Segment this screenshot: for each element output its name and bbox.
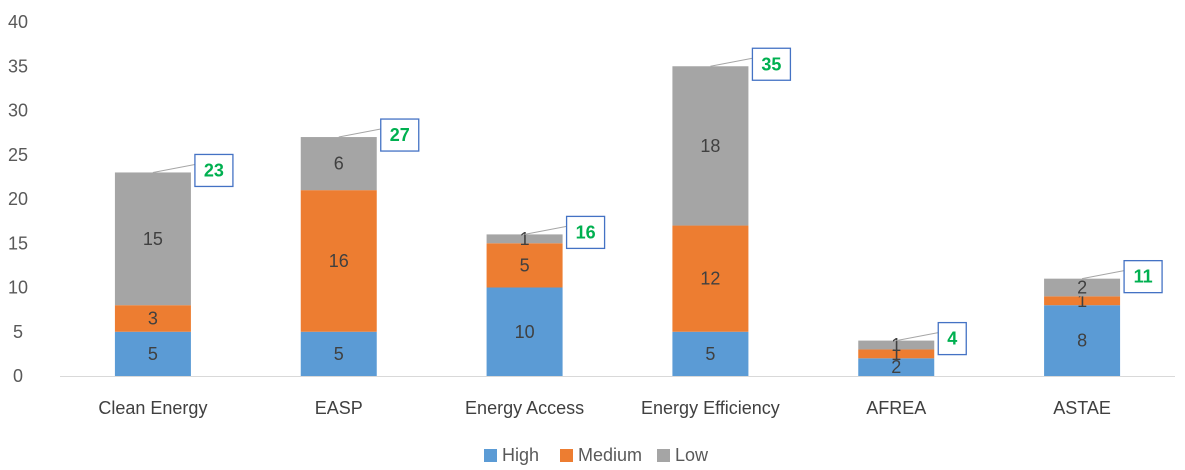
bar-segment-low: [300, 137, 377, 191]
data-label-medium: 5: [520, 255, 530, 275]
data-label-low: 6: [334, 154, 344, 174]
total-callout-box: [194, 153, 234, 188]
x-tick-label: AFREA: [866, 398, 926, 418]
data-label-high: 5: [148, 344, 158, 364]
callout-leader-line: [710, 57, 753, 67]
bar-segment-medium: [672, 225, 749, 332]
y-tick-label: 30: [8, 101, 28, 121]
data-label-medium: 1: [891, 344, 901, 364]
legend-swatch-low: [657, 449, 670, 462]
y-tick-label: 20: [8, 189, 28, 209]
x-tick-label: ASTAE: [1053, 398, 1111, 418]
bar-segment-high: [858, 358, 935, 376]
y-tick-label: 15: [8, 233, 28, 253]
x-tick-label: EASP: [315, 398, 363, 418]
bar-segment-medium: [300, 190, 377, 332]
total-label: 16: [576, 222, 596, 242]
data-label-medium: 3: [148, 308, 158, 328]
y-tick-label: 40: [8, 12, 28, 32]
total-callout-box: [380, 118, 420, 152]
callout-leader-line: [524, 225, 567, 235]
total-label: 27: [390, 125, 410, 145]
bar-segment-low: [114, 172, 191, 306]
total-label: 11: [1134, 267, 1153, 287]
total-callout-box: [937, 321, 967, 356]
y-axis: 0 5 10 15 20 25 30 35 40: [8, 12, 28, 386]
data-label-low: 1: [520, 229, 530, 249]
total-label: 23: [204, 160, 224, 180]
y-tick-label: 35: [8, 56, 28, 76]
callout-leader-line: [338, 128, 381, 138]
y-tick-label: 25: [8, 145, 28, 165]
legend-label-high: High: [502, 445, 539, 465]
data-label-low: 15: [143, 229, 163, 249]
data-label-medium: 12: [700, 269, 720, 289]
data-label-medium: 16: [329, 251, 349, 271]
x-axis: Clean Energy EASP Energy Access Energy Effi…: [98, 398, 1111, 418]
bar-segment-low: [858, 340, 935, 350]
data-label-high: 5: [334, 344, 344, 364]
x-tick-label: Energy Efficiency: [641, 398, 780, 418]
bar-segment-low: [486, 234, 563, 244]
callout-leader-line: [896, 332, 939, 342]
legend-label-medium: Medium: [578, 445, 642, 465]
bar-segment-medium: [486, 243, 563, 288]
bar-segment-high: [300, 331, 377, 376]
data-label-high: 5: [705, 344, 715, 364]
bar-segment-low: [1044, 278, 1121, 297]
bar-segment-high: [672, 331, 749, 376]
legend-swatch-medium: [560, 449, 573, 462]
legend: High Medium Low: [484, 445, 709, 465]
bar-segment-high: [486, 287, 563, 376]
x-tick-label: Clean Energy: [98, 398, 207, 418]
data-label-high: 10: [515, 322, 535, 342]
callout-leader-line: [152, 163, 196, 173]
bar-segment-medium: [858, 349, 935, 359]
y-tick-label: 5: [13, 322, 23, 342]
data-label-low: 1: [891, 335, 901, 355]
callout-leader-line: [1081, 270, 1125, 280]
bar-segment-high: [1044, 305, 1121, 376]
x-tick-label: Energy Access: [465, 398, 584, 418]
data-label-low: 18: [700, 136, 720, 156]
bar-segment-low: [672, 66, 749, 226]
y-tick-label: 10: [8, 278, 28, 298]
data-label-medium: 1: [1077, 291, 1087, 311]
total-callout-box: [751, 47, 792, 81]
y-tick-label: 0: [13, 366, 23, 386]
bar-segment-medium: [114, 305, 191, 332]
total-callout-box: [1123, 259, 1163, 294]
bar-segment-medium: [1044, 296, 1121, 306]
total-callout-box: [565, 215, 606, 250]
data-label-low: 2: [1077, 278, 1087, 298]
data-label-high: 8: [1077, 331, 1087, 351]
total-label: 35: [761, 54, 781, 74]
legend-swatch-high: [484, 449, 497, 462]
data-label-high: 2: [891, 357, 901, 377]
bar-segment-high: [114, 331, 191, 376]
total-label: 4: [947, 329, 957, 349]
legend-label-low: Low: [675, 445, 709, 465]
